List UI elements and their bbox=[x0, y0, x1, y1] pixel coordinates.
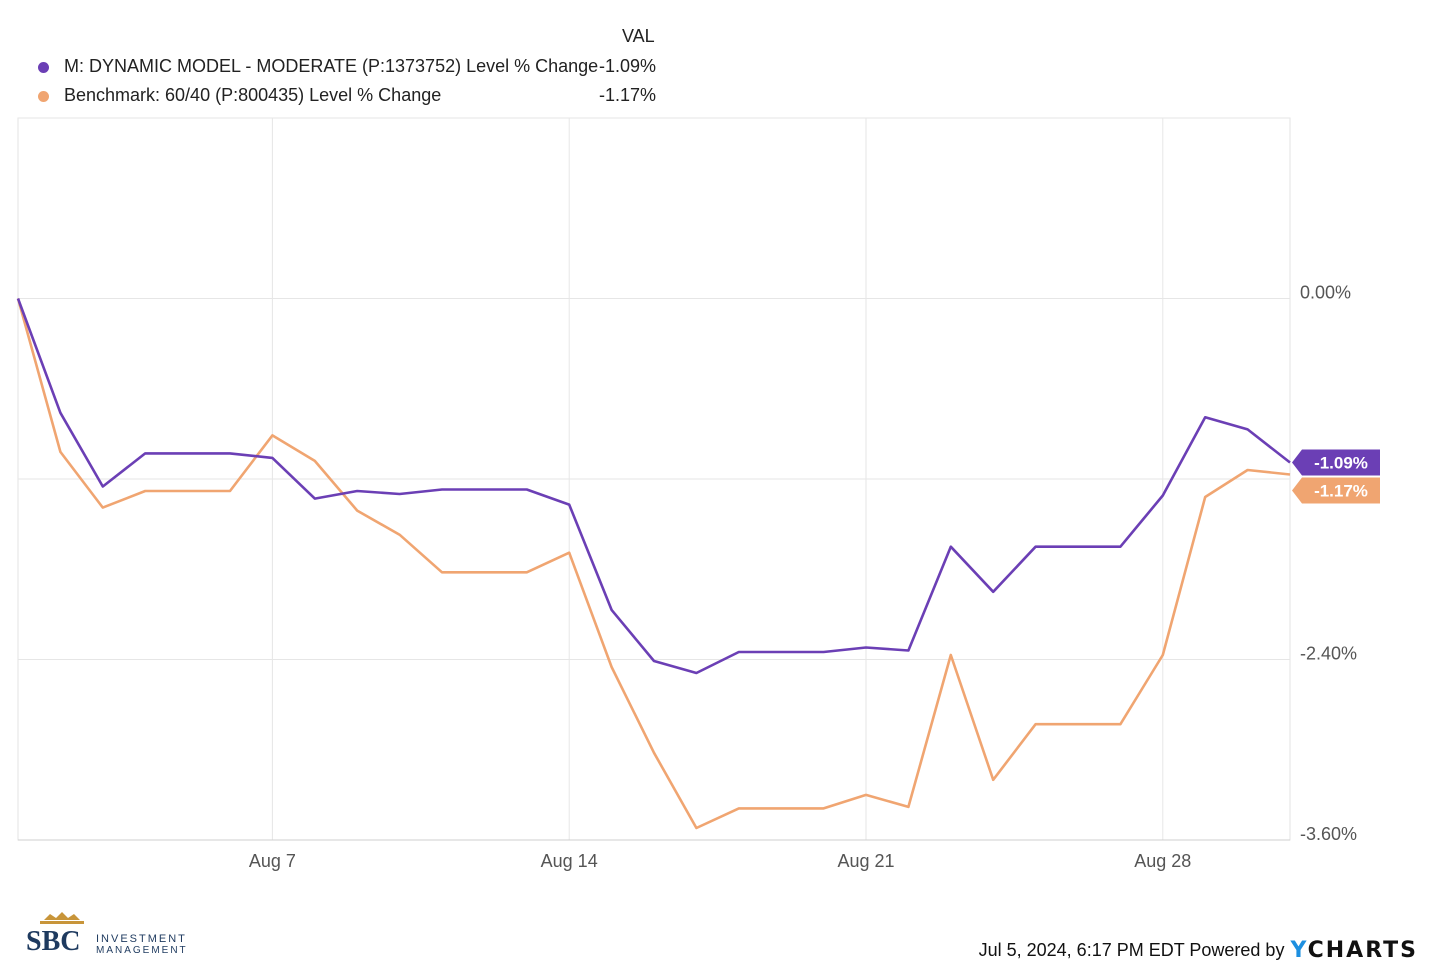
footer-timestamp: Jul 5, 2024, 6:17 PM EDT Powered by bbox=[978, 940, 1285, 960]
legend-item-model[interactable]: M: DYNAMIC MODEL - MODERATE (P:1373752) … bbox=[36, 54, 676, 80]
footer-attribution: Jul 5, 2024, 6:17 PM EDT Powered by YCHA… bbox=[979, 938, 1418, 963]
logo-line-1: INVESTMENT bbox=[96, 933, 187, 945]
end-label-box-model bbox=[1292, 449, 1380, 476]
series-line-model bbox=[16, 298, 1291, 675]
crown-icon bbox=[44, 912, 80, 920]
ycharts-logo-y: Y bbox=[1290, 938, 1308, 963]
x-tick-label: Aug 14 bbox=[541, 851, 598, 871]
logo-bar bbox=[40, 921, 84, 924]
legend-dot-benchmark bbox=[38, 91, 49, 102]
y-tick-label: -2.40% bbox=[1300, 644, 1357, 664]
x-tick-label: Aug 7 bbox=[249, 851, 296, 871]
legend-value-model: -1.09% bbox=[598, 56, 656, 76]
legend-item-benchmark[interactable]: Benchmark: 60/40 (P:800435) Level % Chan… bbox=[36, 83, 676, 109]
legend-value-benchmark: -1.17% bbox=[598, 85, 656, 105]
legend-label-benchmark: Benchmark: 60/40 (P:800435) Level % Chan… bbox=[64, 85, 442, 105]
x-tick-label: Aug 28 bbox=[1134, 851, 1191, 871]
legend-label-model: M: DYNAMIC MODEL - MODERATE (P:1373752) … bbox=[64, 56, 599, 76]
end-label-model: -1.09% bbox=[1314, 453, 1368, 472]
ycharts-logo-rest: CHARTS bbox=[1307, 938, 1418, 963]
end-label-benchmark: -1.17% bbox=[1314, 481, 1368, 500]
ycharts-logo[interactable]: YCHARTS bbox=[1290, 938, 1418, 963]
line-chart: Aug 7 Aug 14 Aug 21 Aug 28 0.00% -2.40% -3.60%… bbox=[16, 117, 1380, 871]
sbc-logo-mark: SBC INVESTMENT MANAGEMENT bbox=[26, 912, 188, 957]
logo-letters: SBC bbox=[26, 926, 80, 957]
y-tick-label: -3.60% bbox=[1300, 824, 1357, 844]
y-tick-label: 0.00% bbox=[1300, 283, 1351, 303]
x-tick-label: Aug 21 bbox=[837, 851, 894, 871]
series-line-benchmark bbox=[16, 298, 1291, 830]
end-label-box-benchmark bbox=[1292, 477, 1380, 504]
sbc-logo: SBC INVESTMENT MANAGEMENT bbox=[24, 912, 214, 960]
logo-line-2: MANAGEMENT bbox=[96, 945, 188, 956]
legend-value-header: VAL bbox=[622, 26, 655, 46]
legend-dot-model bbox=[38, 62, 49, 73]
